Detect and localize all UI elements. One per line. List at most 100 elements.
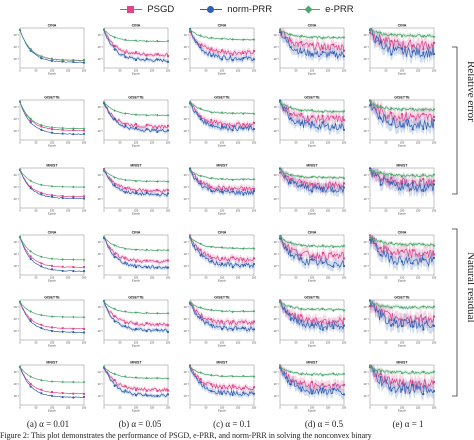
marker-psgd	[390, 176, 393, 179]
x-tick-label: 150	[416, 209, 421, 213]
marker-psgd	[411, 180, 414, 183]
marker-e-prr	[321, 110, 324, 114]
x-tick-label: 200	[342, 69, 347, 73]
x-tick-label: 50	[295, 341, 298, 345]
y-tick-label: 10⁻³	[183, 197, 189, 201]
marker-norm-prr	[252, 189, 256, 193]
subplot-r3-c2: MNIST 0 50 100 150 200 Epoch 10⁻¹ 10⁻² 10⁻³	[97, 164, 170, 216]
x-tick-label: 150	[326, 341, 331, 345]
x-tick-label: 50	[295, 406, 298, 410]
subplot-title: CINA	[48, 24, 57, 28]
y-tick-label: 10⁻²	[183, 45, 189, 49]
marker-psgd	[40, 125, 43, 128]
marker-psgd	[29, 382, 32, 385]
marker-e-prr	[310, 108, 314, 112]
y-tick-label: 10⁻³	[13, 197, 19, 201]
subplot-title: CINA	[132, 231, 141, 235]
marker-e-prr	[342, 36, 346, 39]
marker-norm-prr	[289, 46, 292, 49]
marker-psgd	[221, 188, 223, 191]
marker-e-prr	[242, 247, 245, 250]
marker-e-prr	[113, 307, 116, 311]
marker-psgd	[156, 53, 159, 56]
subplot-title: CINA	[48, 231, 57, 235]
marker-psgd	[343, 119, 345, 122]
y-tick-label: 10⁻³	[363, 197, 369, 201]
marker-e-prr	[278, 234, 282, 238]
marker-e-prr	[145, 114, 148, 117]
marker-e-prr	[411, 107, 414, 111]
y-tick-label: 10⁻²	[97, 252, 103, 256]
row-group-label-relative-error: Relative error	[465, 61, 474, 122]
marker-norm-prr	[390, 123, 393, 126]
x-tick-label: 200	[82, 406, 87, 410]
x-tick-label: 0	[19, 341, 21, 345]
y-tick-label: 10⁻²	[363, 382, 369, 386]
marker-norm-prr	[50, 329, 54, 333]
marker-norm-prr	[72, 60, 75, 63]
marker-e-prr	[124, 112, 127, 115]
marker-norm-prr	[72, 396, 75, 399]
marker-e-prr	[231, 246, 234, 250]
subplot-title: GISETTE	[128, 96, 144, 100]
marker-e-prr	[300, 34, 303, 38]
marker-norm-prr	[124, 261, 127, 264]
y-tick-label: 10⁻¹	[13, 240, 19, 244]
marker-psgd	[332, 320, 335, 323]
marker-psgd	[135, 260, 137, 263]
y-tick-label: 10⁻¹	[183, 370, 189, 374]
x-tick-label: 100	[134, 276, 139, 280]
x-axis-label: Epoch	[308, 344, 316, 348]
subplot-frame	[103, 299, 169, 341]
marker-psgd	[210, 118, 213, 121]
marker-e-prr	[156, 376, 159, 380]
marker-e-prr	[422, 173, 425, 177]
marker-norm-prr	[400, 260, 404, 263]
band-e-prr	[370, 365, 434, 376]
marker-e-prr	[242, 178, 245, 181]
subplot-title: GISETTE	[44, 296, 60, 300]
marker-e-prr	[422, 108, 425, 112]
x-tick-label: 200	[82, 69, 87, 73]
figure-caption: Figure 2: This plot demonstrates the per…	[0, 432, 372, 440]
x-axis-label: Epoch	[48, 144, 56, 148]
subplot-r6-c2: MNIST 0 50 100 150 200 Epoch 10⁻¹ 10⁻² 10⁻³	[97, 361, 170, 413]
marker-e-prr	[166, 377, 170, 380]
x-tick-label: 50	[205, 141, 208, 145]
marker-psgd	[145, 54, 148, 57]
marker-psgd	[242, 51, 245, 54]
subplot-r3-c5: MNIST 0 50 100 150 200 Epoch 10⁻¹ 10⁻² 10⁻³	[363, 164, 436, 216]
x-tick-label: 0	[279, 341, 281, 345]
marker-psgd	[300, 112, 303, 115]
marker-e-prr	[252, 375, 256, 378]
subplot-title: MNIST	[216, 164, 228, 168]
marker-norm-prr	[124, 325, 127, 328]
marker-psgd	[411, 320, 414, 323]
marker-psgd	[343, 49, 345, 52]
marker-norm-prr	[113, 117, 116, 120]
marker-e-prr	[166, 248, 170, 252]
marker-e-prr	[199, 371, 202, 374]
brace-natural-residual	[452, 228, 458, 397]
marker-norm-prr	[50, 268, 54, 271]
marker-norm-prr	[390, 181, 393, 184]
marker-psgd	[401, 249, 403, 252]
marker-e-prr	[422, 370, 425, 374]
y-tick-label: 10⁻¹	[97, 240, 103, 244]
marker-psgd	[300, 40, 303, 43]
marker-norm-prr	[199, 182, 202, 185]
marker-norm-prr	[134, 192, 138, 195]
marker-e-prr	[210, 176, 213, 180]
x-tick-label: 50	[35, 209, 38, 213]
marker-psgd	[411, 115, 414, 118]
marker-norm-prr	[61, 132, 64, 135]
x-tick-label: 150	[326, 141, 331, 145]
x-tick-label: 0	[279, 276, 281, 280]
x-tick-label: 150	[236, 276, 241, 280]
y-tick-label: 10⁻²	[13, 45, 19, 49]
marker-e-prr	[188, 365, 192, 369]
subplot-r6-c1: MNIST 0 50 100 150 200 Epoch 10⁻¹ 10⁻² 10⁻³	[13, 361, 86, 413]
x-tick-label: 0	[369, 406, 371, 410]
marker-norm-prr	[300, 122, 303, 125]
marker-e-prr	[422, 242, 425, 246]
